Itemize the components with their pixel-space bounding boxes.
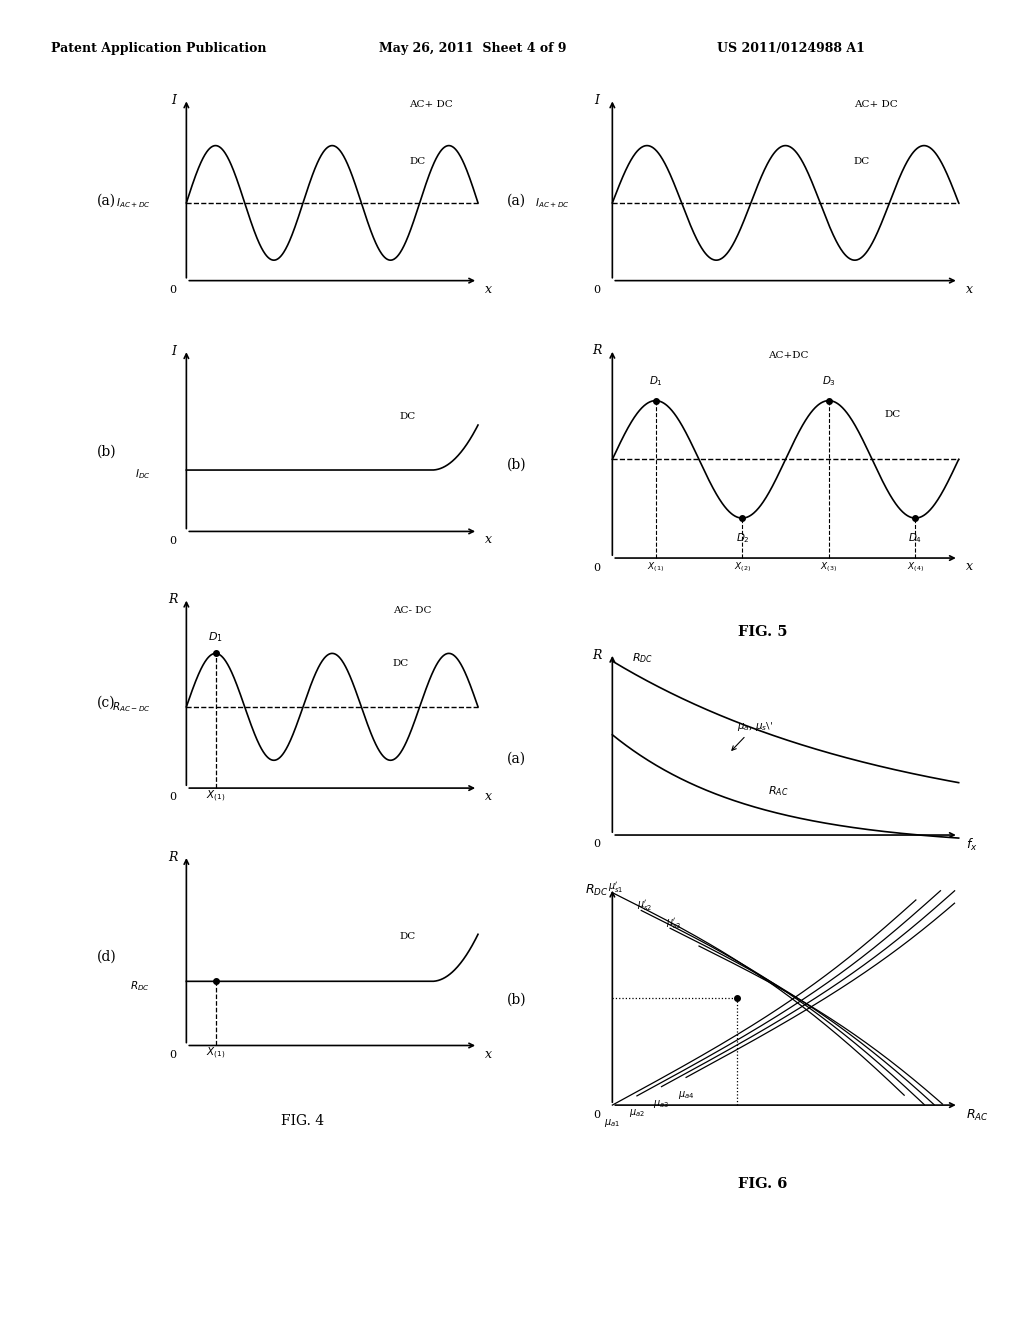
- Text: x: x: [967, 561, 974, 573]
- Text: (d): (d): [97, 950, 117, 964]
- Text: DC: DC: [885, 411, 901, 418]
- Text: 0: 0: [170, 285, 177, 294]
- Text: $D_1$: $D_1$: [649, 374, 663, 388]
- Text: $D_1$: $D_1$: [208, 631, 223, 644]
- Text: I: I: [594, 95, 599, 107]
- Text: $\mu_a$, $\mu_s$\': $\mu_a$, $\mu_s$\': [732, 719, 773, 750]
- Text: $I_{AC+DC}$: $I_{AC+DC}$: [116, 195, 151, 210]
- Text: $R_{AC}$: $R_{AC}$: [768, 784, 788, 797]
- Text: FIG. 6: FIG. 6: [738, 1177, 787, 1191]
- Text: (a): (a): [507, 194, 526, 207]
- Text: 0: 0: [593, 1110, 600, 1119]
- Text: $X_{(4)}$: $X_{(4)}$: [907, 561, 924, 574]
- Text: R: R: [592, 345, 601, 358]
- Text: (b): (b): [97, 445, 117, 458]
- Text: $R_{AC}$: $R_{AC}$: [967, 1107, 989, 1122]
- Text: AC+DC: AC+DC: [768, 351, 809, 360]
- Text: 0: 0: [593, 840, 600, 849]
- Text: (b): (b): [507, 993, 526, 1006]
- Text: $\mu_{a1}$: $\mu_{a1}$: [604, 1117, 621, 1129]
- Text: R: R: [169, 594, 178, 606]
- Text: DC: DC: [410, 157, 425, 166]
- Text: $R_{DC}$: $R_{DC}$: [130, 978, 151, 993]
- Text: FIG. 4: FIG. 4: [281, 1114, 324, 1127]
- Text: $I_{DC}$: $I_{DC}$: [134, 467, 151, 480]
- Text: $X_{(3)}$: $X_{(3)}$: [820, 561, 837, 574]
- Text: x: x: [484, 1048, 492, 1061]
- Text: FIG. 5: FIG. 5: [738, 626, 787, 639]
- Text: x: x: [967, 282, 974, 296]
- Text: 0: 0: [170, 792, 177, 803]
- Text: $X_{(1)}$: $X_{(1)}$: [647, 561, 665, 574]
- Text: $\mu_{s3}'$: $\mu_{s3}'$: [667, 916, 682, 931]
- Text: $D_2$: $D_2$: [735, 532, 750, 545]
- Text: $\mu_{s2}'$: $\mu_{s2}'$: [637, 899, 653, 913]
- Text: DC: DC: [393, 659, 409, 668]
- Text: 0: 0: [593, 562, 600, 573]
- Text: US 2011/0124988 A1: US 2011/0124988 A1: [717, 42, 864, 55]
- Text: Patent Application Publication: Patent Application Publication: [51, 42, 266, 55]
- Text: R: R: [169, 851, 178, 863]
- Text: (a): (a): [97, 194, 117, 207]
- Text: $\mu_{a3}$: $\mu_{a3}$: [653, 1098, 670, 1110]
- Text: $\mu_{a4}$: $\mu_{a4}$: [678, 1089, 694, 1101]
- Text: DC: DC: [399, 412, 416, 421]
- Text: DC: DC: [399, 932, 416, 941]
- Text: DC: DC: [854, 157, 869, 166]
- Text: $X_{(2)}$: $X_{(2)}$: [734, 561, 751, 574]
- Text: $R_{DC}$: $R_{DC}$: [585, 883, 608, 898]
- Text: $R_{AC-DC}$: $R_{AC-DC}$: [112, 700, 151, 714]
- Text: (c): (c): [97, 696, 116, 709]
- Text: $D_3$: $D_3$: [821, 374, 836, 388]
- Text: 0: 0: [170, 1049, 177, 1060]
- Text: $R_{DC}$: $R_{DC}$: [632, 651, 653, 665]
- Text: x: x: [484, 282, 492, 296]
- Text: $D_4$: $D_4$: [908, 532, 923, 545]
- Text: x: x: [484, 791, 492, 804]
- Text: (a): (a): [507, 752, 526, 766]
- Text: AC+ DC: AC+ DC: [410, 100, 453, 108]
- Text: $X_{(1)}$: $X_{(1)}$: [206, 1045, 225, 1061]
- Text: AC+ DC: AC+ DC: [854, 100, 897, 108]
- Text: 0: 0: [170, 536, 177, 545]
- Text: (b): (b): [507, 458, 526, 471]
- Text: $f_x$: $f_x$: [967, 837, 978, 853]
- Text: May 26, 2011  Sheet 4 of 9: May 26, 2011 Sheet 4 of 9: [379, 42, 566, 55]
- Text: x: x: [484, 533, 492, 546]
- Text: 0: 0: [593, 285, 600, 294]
- Text: $\mu_{s1}'$: $\mu_{s1}'$: [608, 880, 624, 895]
- Text: I: I: [171, 95, 176, 107]
- Text: $I_{AC+DC}$: $I_{AC+DC}$: [535, 195, 569, 210]
- Text: $X_{(1)}$: $X_{(1)}$: [206, 788, 225, 804]
- Text: I: I: [171, 346, 176, 358]
- Text: R: R: [592, 649, 601, 661]
- Text: $\mu_{a2}$: $\mu_{a2}$: [629, 1107, 645, 1119]
- Text: AC- DC: AC- DC: [393, 606, 431, 615]
